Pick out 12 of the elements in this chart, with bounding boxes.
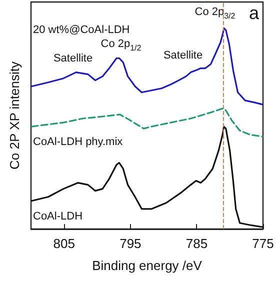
x-tick-label: 805 (53, 236, 75, 251)
x-tick-label: 785 (186, 236, 208, 251)
series-label: CoAl-LDH (33, 210, 83, 222)
annotation: Satellite (53, 52, 93, 64)
series-label: CoAl-LDH phy.mix (33, 136, 124, 148)
x-tick-label: 795 (120, 236, 142, 251)
x-tick-label: 775 (252, 236, 274, 251)
y-axis-title: Co 2P XP intensity (7, 61, 22, 170)
annotation: Satellite (163, 50, 203, 62)
text: a (248, 3, 260, 23)
text: 20 wt%@CoAl-LDH (33, 24, 130, 36)
x-axis-title: Binding energy /eV (92, 258, 202, 273)
